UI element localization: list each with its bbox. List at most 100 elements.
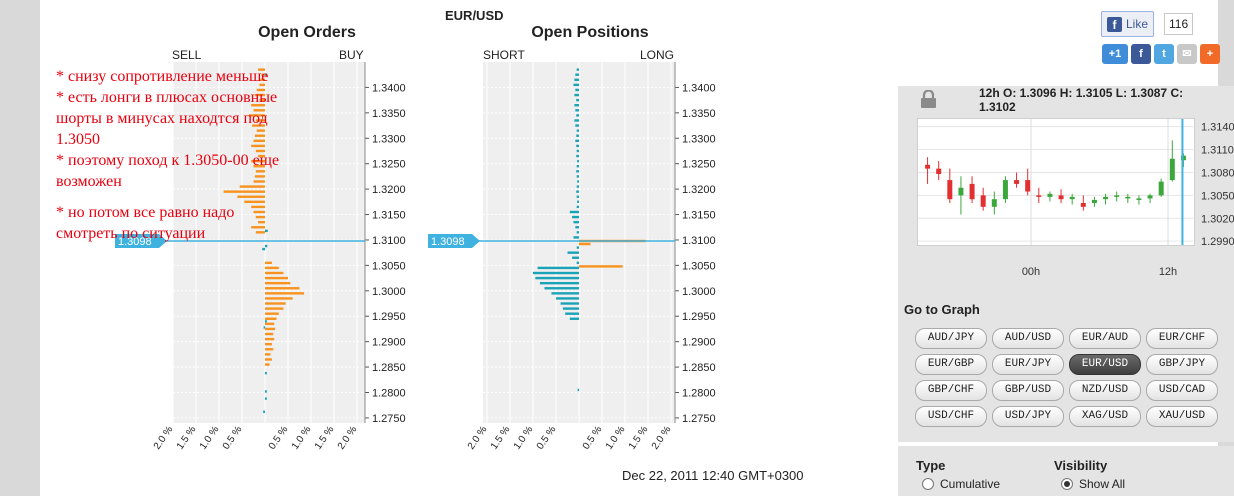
bar <box>239 185 265 188</box>
show-all-radio[interactable] <box>1061 478 1073 490</box>
cumulative-label: Cumulative <box>940 477 1001 491</box>
pair-title: EUR/USD <box>445 8 504 23</box>
facebook-like-button[interactable]: f Like <box>1101 11 1155 37</box>
bar <box>244 200 265 204</box>
bar <box>265 397 267 400</box>
bar <box>254 93 265 97</box>
y-tick-label: 1.3350 <box>682 108 716 120</box>
bar <box>265 312 279 315</box>
bar <box>576 165 579 168</box>
note-line: * поэтому поход к 1.3050-00 еще возможен <box>56 152 280 190</box>
bar <box>576 98 579 102</box>
pair-button-gbp-usd[interactable]: GBP/USD <box>992 380 1064 401</box>
bar <box>574 78 579 81</box>
y-tick-label: 1.3100 <box>682 235 716 247</box>
pair-button-eur-aud[interactable]: EUR/AUD <box>1069 328 1141 349</box>
pair-button-nzd-usd[interactable]: NZD/USD <box>1069 380 1141 401</box>
bar <box>576 246 579 249</box>
pair-button-eur-usd[interactable]: EUR/USD <box>1069 354 1141 375</box>
bar <box>576 205 579 209</box>
candle-body <box>1158 181 1164 196</box>
type-option[interactable]: Cumulative <box>922 477 1000 491</box>
pair-button-aud-jpy[interactable]: AUD/JPY <box>915 328 987 349</box>
x-tick-label: 2.0 % <box>466 424 490 451</box>
google-plus-icon[interactable]: +1 <box>1102 44 1128 64</box>
candle-body <box>1025 180 1031 192</box>
pair-button-gbp-chf[interactable]: GBP/CHF <box>915 380 987 401</box>
visibility-option[interactable]: Show All <box>1061 477 1125 491</box>
current-price-label: 1.3098 <box>118 236 152 248</box>
bar <box>576 68 579 71</box>
lock-icon[interactable] <box>920 90 937 108</box>
email-icon[interactable]: ✉ <box>1177 44 1197 64</box>
bar <box>253 109 265 112</box>
y-tick-label: 1.3020 <box>1201 213 1234 225</box>
bar <box>562 307 579 310</box>
bar <box>575 139 579 143</box>
pair-button-usd-jpy[interactable]: USD/JPY <box>992 406 1064 427</box>
share-bar: +1 f t ✉ + <box>1102 44 1220 64</box>
bar <box>259 98 265 102</box>
visibility-label: Visibility <box>1054 458 1108 473</box>
more-share-icon[interactable]: + <box>1200 44 1220 64</box>
candle-body <box>936 168 942 174</box>
y-tick-label: 1.3080 <box>1201 167 1234 179</box>
bar <box>251 205 265 209</box>
pair-button-eur-gbp[interactable]: EUR/GBP <box>915 354 987 375</box>
pair-button-eur-jpy[interactable]: EUR/JPY <box>992 354 1064 375</box>
y-tick-label: 1.3300 <box>682 133 716 145</box>
bar <box>265 244 268 248</box>
facebook-share-icon[interactable]: f <box>1131 44 1151 64</box>
y-tick-label: 1.3400 <box>372 82 406 94</box>
timestamp: Dec 22, 2011 12:40 GMT+0300 <box>622 468 804 483</box>
bar <box>576 170 579 173</box>
y-tick-label: 1.3250 <box>372 159 406 171</box>
bar <box>255 170 265 173</box>
pair-button-eur-chf[interactable]: EUR/CHF <box>1146 328 1218 349</box>
bar <box>265 371 267 375</box>
bar <box>576 190 579 193</box>
bar <box>255 119 265 122</box>
candle-body <box>1047 193 1053 197</box>
bar <box>544 287 579 290</box>
pair-button-xag-usd[interactable]: XAG/USD <box>1069 406 1141 427</box>
y-tick-label: 1.3200 <box>372 184 406 196</box>
bar <box>251 104 265 107</box>
y-tick-label: 1.2950 <box>372 311 406 323</box>
bar <box>265 337 275 341</box>
pair-button-aud-usd[interactable]: AUD/USD <box>992 328 1064 349</box>
twitter-icon[interactable]: t <box>1154 44 1174 64</box>
bar <box>265 348 274 351</box>
y-tick-label: 1.3050 <box>1201 190 1234 202</box>
current-price-marker <box>115 233 167 248</box>
bar <box>265 281 291 285</box>
bar <box>577 388 580 392</box>
bar <box>265 276 288 280</box>
bar <box>576 144 579 148</box>
pair-button-xau-usd[interactable]: XAU/USD <box>1146 406 1218 427</box>
pair-button-usd-cad[interactable]: USD/CAD <box>1146 380 1218 401</box>
ohlc-readout: 12h O: 1.3096 H: 1.3105 L: 1.3087 C: 1.3… <box>979 86 1184 114</box>
bar <box>265 322 275 326</box>
bar <box>265 302 286 305</box>
open-orders-chart: 1.3400 1.3350 1.3300 1.3250 1.3200 1.3150 1.31… <box>115 62 406 452</box>
bar <box>258 220 265 224</box>
current-price-marker <box>428 233 480 248</box>
bar <box>258 154 265 158</box>
bar <box>556 297 579 300</box>
pair-button-usd-chf[interactable]: USD/CHF <box>915 406 987 427</box>
candle-body <box>1114 195 1120 197</box>
bar <box>265 320 267 323</box>
bar <box>574 119 579 122</box>
bar <box>579 265 623 268</box>
cumulative-radio[interactable] <box>922 478 934 490</box>
long-label: LONG <box>640 48 675 62</box>
bar <box>577 180 579 183</box>
buy-label: BUY <box>339 48 364 62</box>
pair-button-gbp-jpy[interactable]: GBP/JPY <box>1146 354 1218 375</box>
bar <box>265 342 272 346</box>
bar <box>253 180 265 183</box>
y-tick-label: 1.3150 <box>372 210 406 222</box>
sell-label: SELL <box>172 48 202 62</box>
bar <box>572 256 579 259</box>
